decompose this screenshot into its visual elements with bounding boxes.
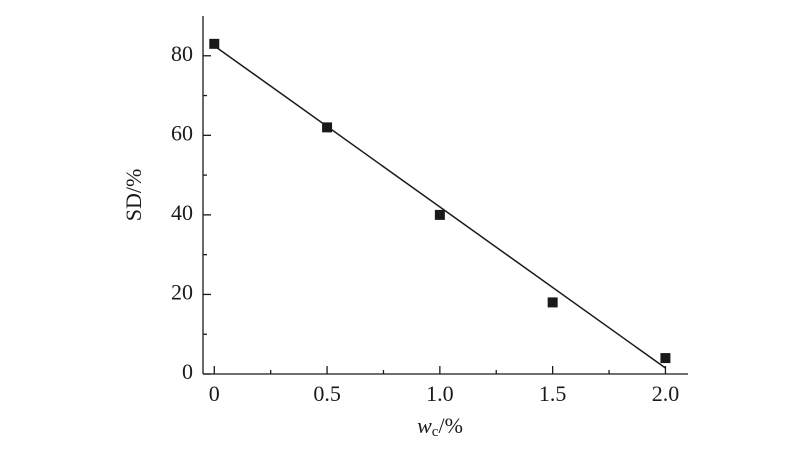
data-point [434, 209, 445, 220]
x-label-symbol: w [417, 413, 432, 438]
y-tick-label: 60 [171, 120, 193, 145]
x-label-subscript: c [432, 424, 439, 440]
x-tick-label: 2.0 [652, 381, 680, 406]
x-label-unit: /% [438, 413, 462, 438]
data-point [547, 297, 558, 308]
x-axis-label: wc/% [417, 413, 463, 440]
y-tick-label: 0 [182, 359, 193, 384]
data-point [209, 38, 220, 49]
fit-line [213, 45, 666, 369]
y-tick-label: 40 [171, 200, 193, 225]
x-tick-label: 1.5 [539, 381, 567, 406]
y-tick-label: 20 [171, 279, 193, 304]
x-tick-label: 1.0 [426, 381, 454, 406]
x-tick-label: 0 [209, 381, 220, 406]
x-tick-label: 0.5 [313, 381, 341, 406]
data-point [322, 122, 333, 133]
y-axis-label: SD/% [121, 169, 146, 222]
data-point [660, 353, 671, 364]
y-tick-label: 80 [171, 41, 193, 66]
